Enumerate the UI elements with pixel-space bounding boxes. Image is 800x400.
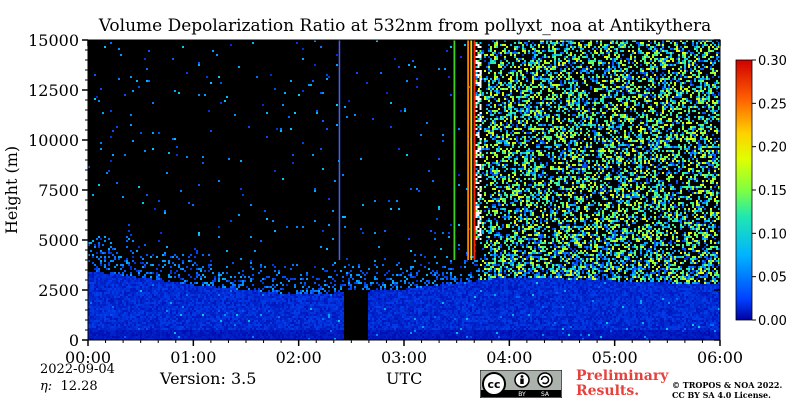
preliminary-results-label: Preliminary Results. <box>576 369 668 399</box>
y-tick-label: 0 <box>69 331 79 350</box>
colorbar-tick-label: 0.20 <box>758 141 787 156</box>
colorbar-tick-label: 0.05 <box>758 271 787 286</box>
x-tick-label: 02:00 <box>276 348 322 367</box>
eta-label: η: 12.28 <box>40 379 98 394</box>
cc-sa-label: SA <box>541 391 550 398</box>
colorbar-tick-label: 0.30 <box>758 54 787 69</box>
colorbar-tick-label: 0.25 <box>758 97 787 112</box>
y-tick-label: 5000 <box>38 231 79 250</box>
x-tick-label: 06:00 <box>697 348 743 367</box>
x-tick-label: 05:00 <box>592 348 638 367</box>
colorbar-ticks: 0.00 0.05 0.10 0.15 0.20 0.25 0.30 <box>752 54 787 329</box>
colorbar-tick-label: 0.10 <box>758 227 787 242</box>
colorbar-tick-label: 0.15 <box>758 184 787 199</box>
y-tick-label: 12500 <box>28 81 79 100</box>
colorbar-tick-label: 0.00 <box>758 314 787 329</box>
cc-by-sa-license-icon: cc BY SA <box>480 370 562 398</box>
y-tick-label: 2500 <box>38 281 79 300</box>
eta-value: 12.28 <box>60 379 97 394</box>
x-tick-label: 03:00 <box>381 348 427 367</box>
copyright-label: © TROPOS & NOA 2022. CC BY SA 4.0 Licens… <box>672 380 782 400</box>
x-tick-label: 01:00 <box>170 348 216 367</box>
cc-by-label: BY <box>518 391 526 398</box>
date-label: 2022-09-04 <box>40 362 115 377</box>
colorbar <box>736 60 752 320</box>
y-axis-label: Height (m) <box>2 146 21 234</box>
chart-title: Volume Depolarization Ratio at 532nm fro… <box>0 16 800 36</box>
y-tick-label: 7500 <box>38 181 79 200</box>
eta-symbol: η: <box>40 379 52 394</box>
y-tick-label: 10000 <box>28 131 79 150</box>
x-tick-label: 04:00 <box>486 348 532 367</box>
version-label: Version: 3.5 <box>160 369 256 388</box>
x-axis-label: UTC <box>386 369 422 388</box>
